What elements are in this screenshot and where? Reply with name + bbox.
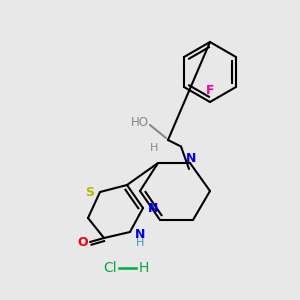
- Text: F: F: [206, 85, 214, 98]
- Text: N: N: [186, 152, 196, 164]
- Text: N: N: [148, 202, 158, 215]
- Text: O: O: [78, 236, 88, 248]
- Text: S: S: [85, 185, 94, 199]
- Text: Cl: Cl: [103, 261, 117, 275]
- Text: N: N: [135, 227, 145, 241]
- Text: H: H: [136, 238, 144, 248]
- Text: HO: HO: [131, 116, 149, 128]
- Text: H: H: [150, 143, 158, 153]
- Text: H: H: [139, 261, 149, 275]
